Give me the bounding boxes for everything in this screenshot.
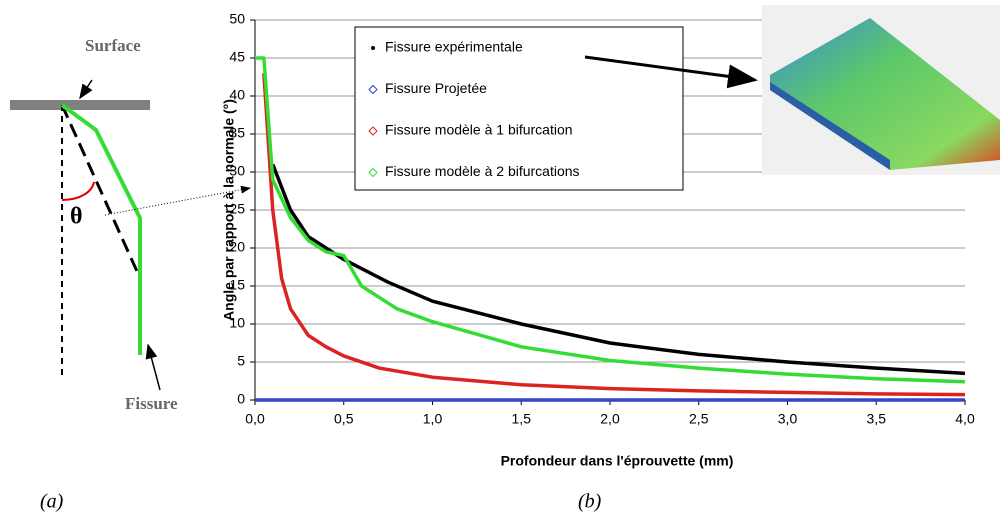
x-tick-label: 2,0 [600,411,620,427]
arrow [79,79,93,100]
y-tick-label: 40 [229,87,245,103]
crack-path [60,103,142,355]
y-tick-label: 15 [229,277,245,293]
diagram: Surface θ Fissure [10,36,251,413]
x-tick-label: 3,5 [867,411,887,427]
angle-arc [61,181,95,201]
y-tick-label: 10 [229,315,245,331]
y-tick-label: 35 [229,125,245,141]
arrow [145,343,161,391]
x-tick-label: 0,0 [245,411,265,427]
x-tick-label: 1,0 [423,411,443,427]
y-tick-label: 25 [229,201,245,217]
legend-label: Fissure expérimentale [385,39,523,55]
caption: (a) [40,491,64,513]
x-axis-title: Profondeur dans l'éprouvette (mm) [501,453,734,469]
y-tick-label: 45 [229,49,245,65]
inset-image [762,5,1000,175]
y-axis-title: Angle par rapport à la normale (°) [221,99,237,321]
y-tick-label: 30 [229,163,245,179]
arrow [104,185,251,216]
legend-marker [368,126,378,136]
legend-marker [371,46,375,50]
legend-marker [368,167,378,178]
projected-line [60,104,142,279]
y-tick-label: 20 [229,239,245,255]
series-line [271,163,966,376]
arrow [584,55,758,89]
legend-label: Fissure Projetée [385,80,487,96]
x-tick-label: 0,5 [334,411,354,427]
x-tick-label: 1,5 [512,411,532,427]
series-line [262,73,966,397]
surface-bar [10,100,150,110]
crack-label: Fissure [125,394,178,413]
y-tick-label: 50 [229,11,245,27]
x-tick-label: 2,5 [689,411,709,427]
legend-label: Fissure modèle à 1 bifurcation [385,122,573,138]
legend-label: Fissure modèle à 2 bifurcations [385,163,580,179]
y-tick-label: 5 [237,353,245,369]
legend-marker [368,84,378,95]
x-tick-label: 3,0 [778,411,798,427]
surface-label: Surface [85,36,141,55]
caption: (b) [578,491,602,513]
angle-label: θ [70,204,83,230]
y-tick-label: 0 [237,391,245,407]
x-tick-label: 4,0 [955,411,975,427]
legend: Fissure expérimentale Fissure Projetée Fis… [354,26,684,191]
series-line [255,56,966,384]
